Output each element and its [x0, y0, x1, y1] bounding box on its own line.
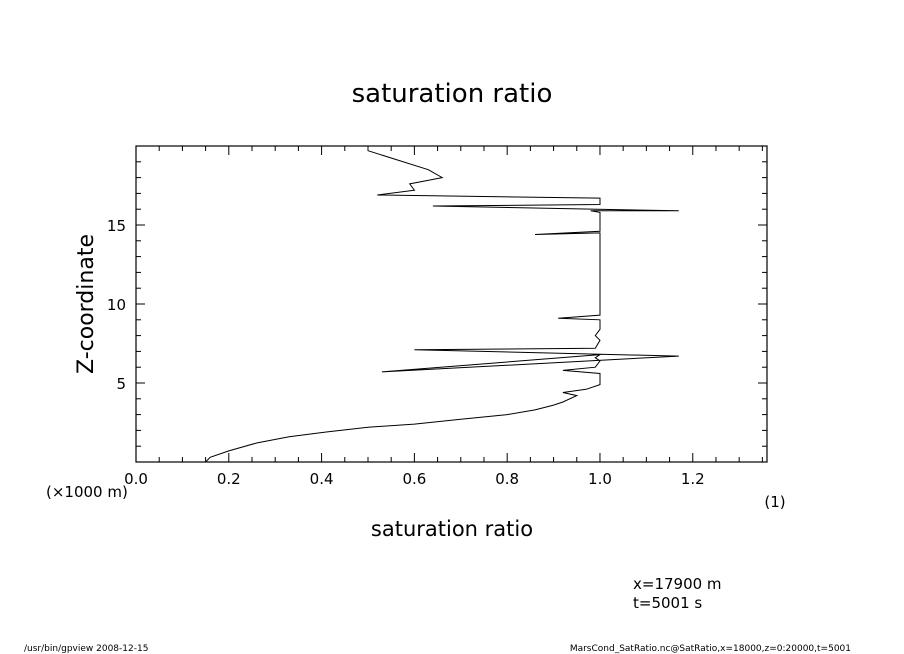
x-tick-label: 0.8: [495, 470, 519, 488]
y-unit-label: (×1000 m): [46, 483, 128, 501]
y-axis-label: Z-coordinate: [74, 234, 99, 374]
chart-title: saturation ratio: [352, 79, 553, 109]
y-tick-label: 15: [107, 217, 126, 235]
x-tick-label: 1.2: [681, 470, 705, 488]
footer-left: /usr/bin/gpview 2008-12-15: [24, 644, 148, 654]
annotation-t: t=5001 s: [633, 594, 702, 612]
y-tick-label: 5: [116, 375, 126, 393]
x-tick-labels: 0.0 0.2 0.4 0.6 0.8 1.0 1.2: [124, 470, 705, 488]
y-tick-labels: 5 10 15: [107, 217, 126, 393]
plot-frame: [135, 145, 768, 463]
x-tick-label: 0.2: [217, 470, 241, 488]
tick-marks: [135, 146, 767, 462]
x-tick-label: 0.4: [310, 470, 334, 488]
x-unit-label: (1): [764, 493, 785, 511]
footer-right: MarsCond_SatRatio.nc@SatRatio,x=18000,z=…: [570, 644, 851, 654]
y-tick-label: 10: [107, 296, 126, 314]
x-axis-label: saturation ratio: [371, 517, 533, 541]
x-tick-label: 1.0: [588, 470, 612, 488]
x-tick-label: 0.6: [402, 470, 426, 488]
annotation-x: x=17900 m: [633, 575, 722, 593]
series-line: [205, 150, 679, 463]
x-tick-label: 0.0: [124, 470, 148, 488]
